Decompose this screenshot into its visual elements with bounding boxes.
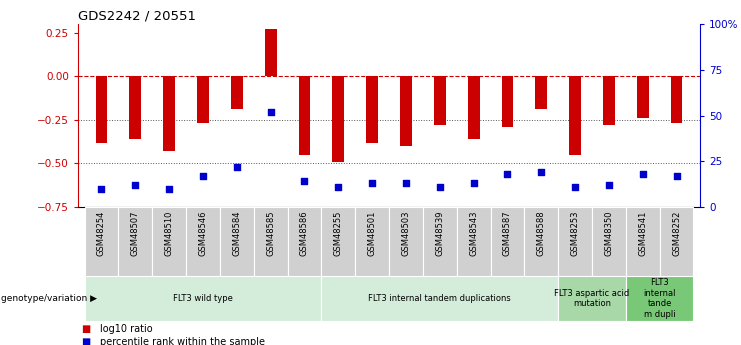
Point: [96, 186, 107, 191]
Point: [197, 173, 209, 179]
Bar: [525, 207, 558, 276]
Text: ■: ■: [82, 337, 90, 345]
Text: GSM48350: GSM48350: [605, 210, 614, 256]
Text: GSM48503: GSM48503: [402, 210, 411, 256]
Bar: [355, 207, 389, 276]
Bar: [603, 76, 615, 125]
Point: [231, 164, 243, 169]
Bar: [288, 207, 322, 276]
Text: FLT3 wild type: FLT3 wild type: [173, 294, 233, 303]
Bar: [322, 276, 558, 321]
Bar: [130, 76, 142, 139]
Text: FLT3
internal
tande
m dupli: FLT3 internal tande m dupli: [643, 278, 676, 318]
Point: [603, 182, 615, 188]
Bar: [299, 76, 310, 155]
Bar: [400, 76, 412, 146]
Bar: [558, 207, 592, 276]
Text: GSM48253: GSM48253: [571, 210, 579, 256]
Bar: [96, 76, 107, 142]
Point: [671, 173, 682, 179]
Text: GDS2242 / 20551: GDS2242 / 20551: [78, 10, 196, 23]
Bar: [186, 207, 220, 276]
Bar: [535, 76, 547, 109]
Point: [299, 179, 310, 184]
Bar: [366, 76, 378, 142]
Text: GSM48584: GSM48584: [232, 210, 242, 256]
Point: [163, 186, 175, 191]
Point: [366, 180, 378, 186]
Text: GSM48586: GSM48586: [300, 210, 309, 256]
Point: [468, 180, 479, 186]
Text: GSM48587: GSM48587: [503, 210, 512, 256]
Point: [569, 184, 581, 190]
Text: GSM48539: GSM48539: [435, 210, 445, 256]
Text: GSM48588: GSM48588: [536, 210, 546, 256]
Bar: [389, 207, 423, 276]
Bar: [333, 76, 345, 162]
Bar: [626, 207, 659, 276]
Text: GSM48585: GSM48585: [266, 210, 275, 256]
Point: [637, 171, 648, 177]
Text: GSM48254: GSM48254: [97, 210, 106, 256]
Bar: [197, 76, 209, 124]
Bar: [468, 76, 479, 139]
Point: [333, 184, 345, 190]
Bar: [163, 76, 175, 151]
Text: GSM48252: GSM48252: [672, 210, 681, 256]
Bar: [84, 276, 322, 321]
Point: [130, 182, 142, 188]
Bar: [491, 207, 525, 276]
Text: log10 ratio: log10 ratio: [100, 325, 153, 334]
Text: ■: ■: [82, 325, 90, 334]
Bar: [423, 207, 456, 276]
Bar: [152, 207, 186, 276]
Text: genotype/variation ▶: genotype/variation ▶: [1, 294, 97, 303]
Bar: [637, 76, 648, 118]
Bar: [671, 76, 682, 124]
Bar: [659, 207, 694, 276]
Text: GSM48255: GSM48255: [333, 210, 343, 256]
Text: GSM48501: GSM48501: [368, 210, 376, 256]
Text: GSM48543: GSM48543: [469, 210, 478, 256]
Bar: [592, 207, 626, 276]
Bar: [84, 207, 119, 276]
Bar: [220, 207, 253, 276]
Bar: [502, 76, 514, 127]
Bar: [119, 207, 152, 276]
Text: percentile rank within the sample: percentile rank within the sample: [100, 337, 265, 345]
Text: FLT3 internal tandem duplications: FLT3 internal tandem duplications: [368, 294, 511, 303]
Point: [502, 171, 514, 177]
Point: [433, 184, 445, 190]
Point: [535, 169, 547, 175]
Point: [400, 180, 412, 186]
Text: GSM48510: GSM48510: [165, 210, 173, 256]
Bar: [265, 29, 276, 76]
Bar: [433, 76, 445, 125]
Bar: [626, 276, 694, 321]
Bar: [558, 276, 626, 321]
Text: GSM48507: GSM48507: [131, 210, 140, 256]
Text: FLT3 aspartic acid
mutation: FLT3 aspartic acid mutation: [554, 289, 630, 308]
Text: GSM48546: GSM48546: [199, 210, 207, 256]
Bar: [322, 207, 355, 276]
Bar: [569, 76, 581, 155]
Bar: [253, 207, 288, 276]
Bar: [456, 207, 491, 276]
Point: [265, 109, 276, 115]
Text: GSM48541: GSM48541: [638, 210, 647, 256]
Bar: [231, 76, 243, 109]
